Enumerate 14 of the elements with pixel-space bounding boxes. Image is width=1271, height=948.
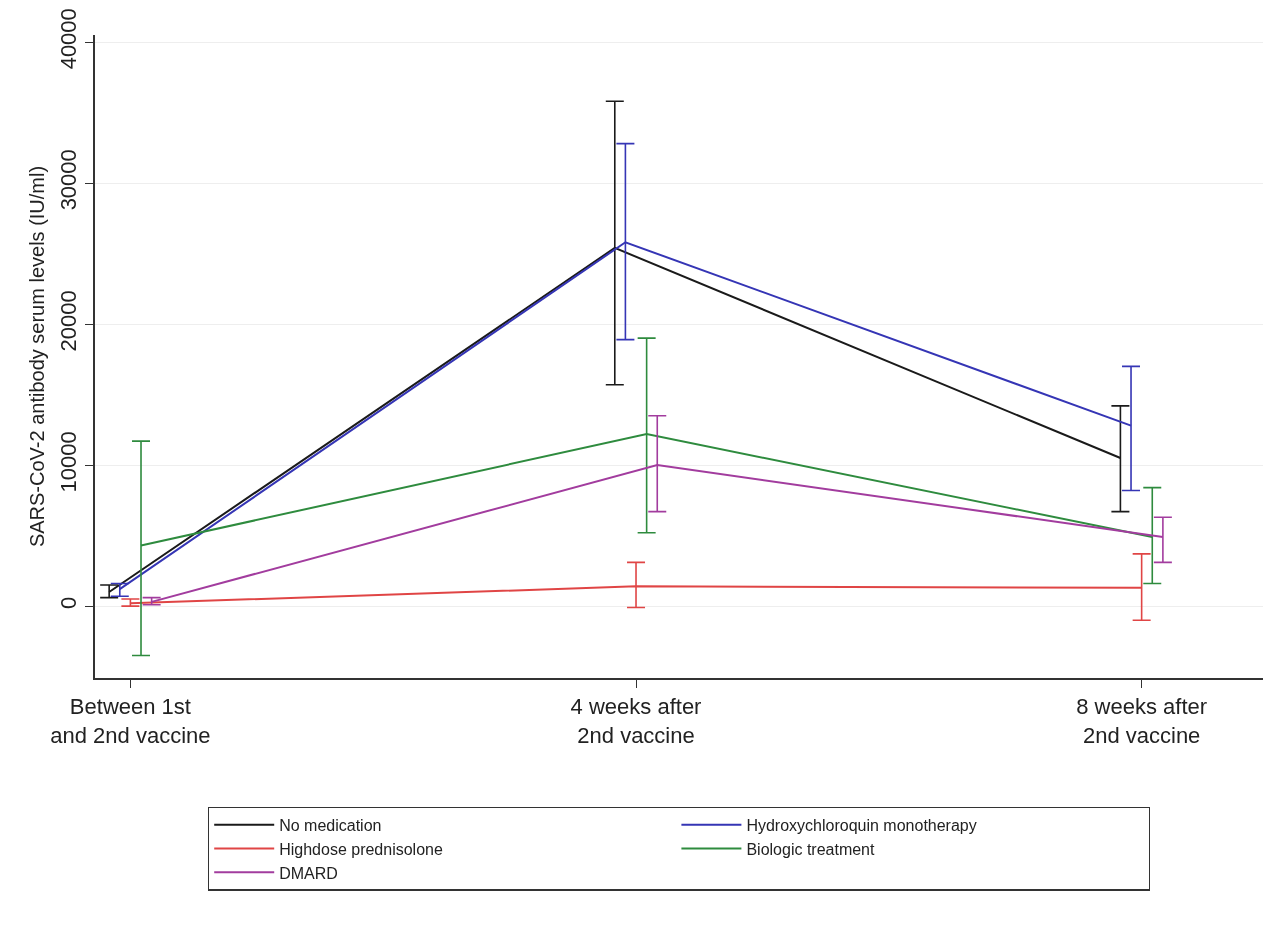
- legend-label: Hydroxychloroquin monotherapy: [746, 816, 977, 834]
- y-tick-label: 30000: [56, 149, 82, 211]
- legend-label: Highdose prednisolone: [279, 840, 443, 858]
- x-tick-label: 4 weeks after 2nd vaccine: [570, 694, 702, 748]
- x-tick-label: 8 weeks after 2nd vaccine: [1076, 694, 1208, 748]
- legend-label: No medication: [279, 816, 382, 834]
- legend-label: DMARD: [279, 864, 338, 882]
- y-axis-title: SARS-CoV-2 antibody serum levels (IU/ml): [26, 165, 49, 548]
- y-tick-label: 10000: [56, 431, 82, 493]
- x-tick-label: Between 1st and 2nd vaccine: [50, 694, 211, 748]
- y-tick-label: 40000: [56, 8, 82, 70]
- y-tick-label: 20000: [56, 290, 82, 352]
- legend-label: Biologic treatment: [746, 840, 876, 858]
- y-tick-label: 0: [56, 596, 82, 609]
